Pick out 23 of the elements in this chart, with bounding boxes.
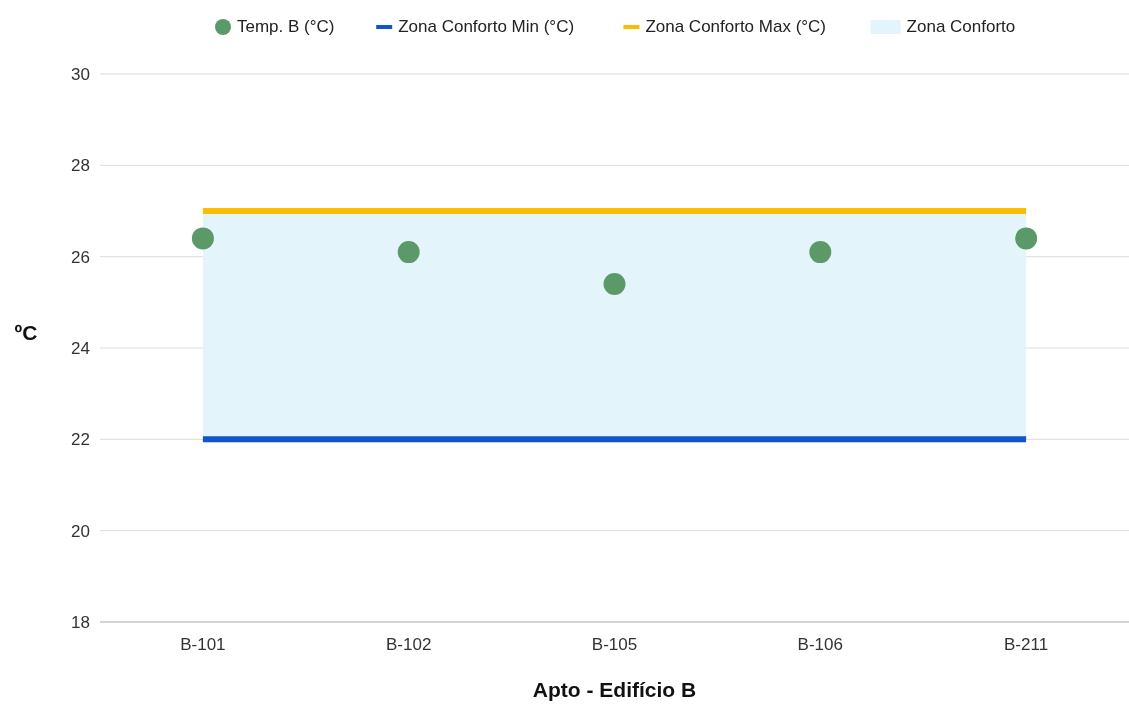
x-tick-label: B-211 <box>1004 635 1049 654</box>
point <box>809 241 832 264</box>
legend-label: Zona Conforto Min (°C) <box>398 17 575 36</box>
x-tick-label: B-106 <box>797 635 843 654</box>
legend-label: Temp. B (°C) <box>237 17 335 36</box>
point <box>1015 227 1038 250</box>
y-tick-label: 18 <box>71 613 90 632</box>
y-tick-label: 26 <box>71 247 90 267</box>
y-tick-label: 20 <box>71 521 90 541</box>
x-tick-label: B-101 <box>180 635 226 654</box>
x-axis-title: Apto - Edifício B <box>532 678 697 701</box>
x-tick-label: B-105 <box>591 635 638 654</box>
point <box>191 227 214 250</box>
y-tick-label: 24 <box>71 339 90 358</box>
legend-label: Zona Conforto Max (°C) <box>645 17 827 36</box>
y-axis-title: ºC <box>14 321 38 344</box>
legend-label: Zona Conforto <box>906 17 1016 36</box>
y-tick-label: 30 <box>71 65 90 84</box>
point <box>603 273 626 296</box>
x-tick-label: B-102 <box>386 635 432 654</box>
y-tick-label: 22 <box>71 430 90 450</box>
point <box>397 241 420 264</box>
y-tick-label: 28 <box>71 156 90 176</box>
